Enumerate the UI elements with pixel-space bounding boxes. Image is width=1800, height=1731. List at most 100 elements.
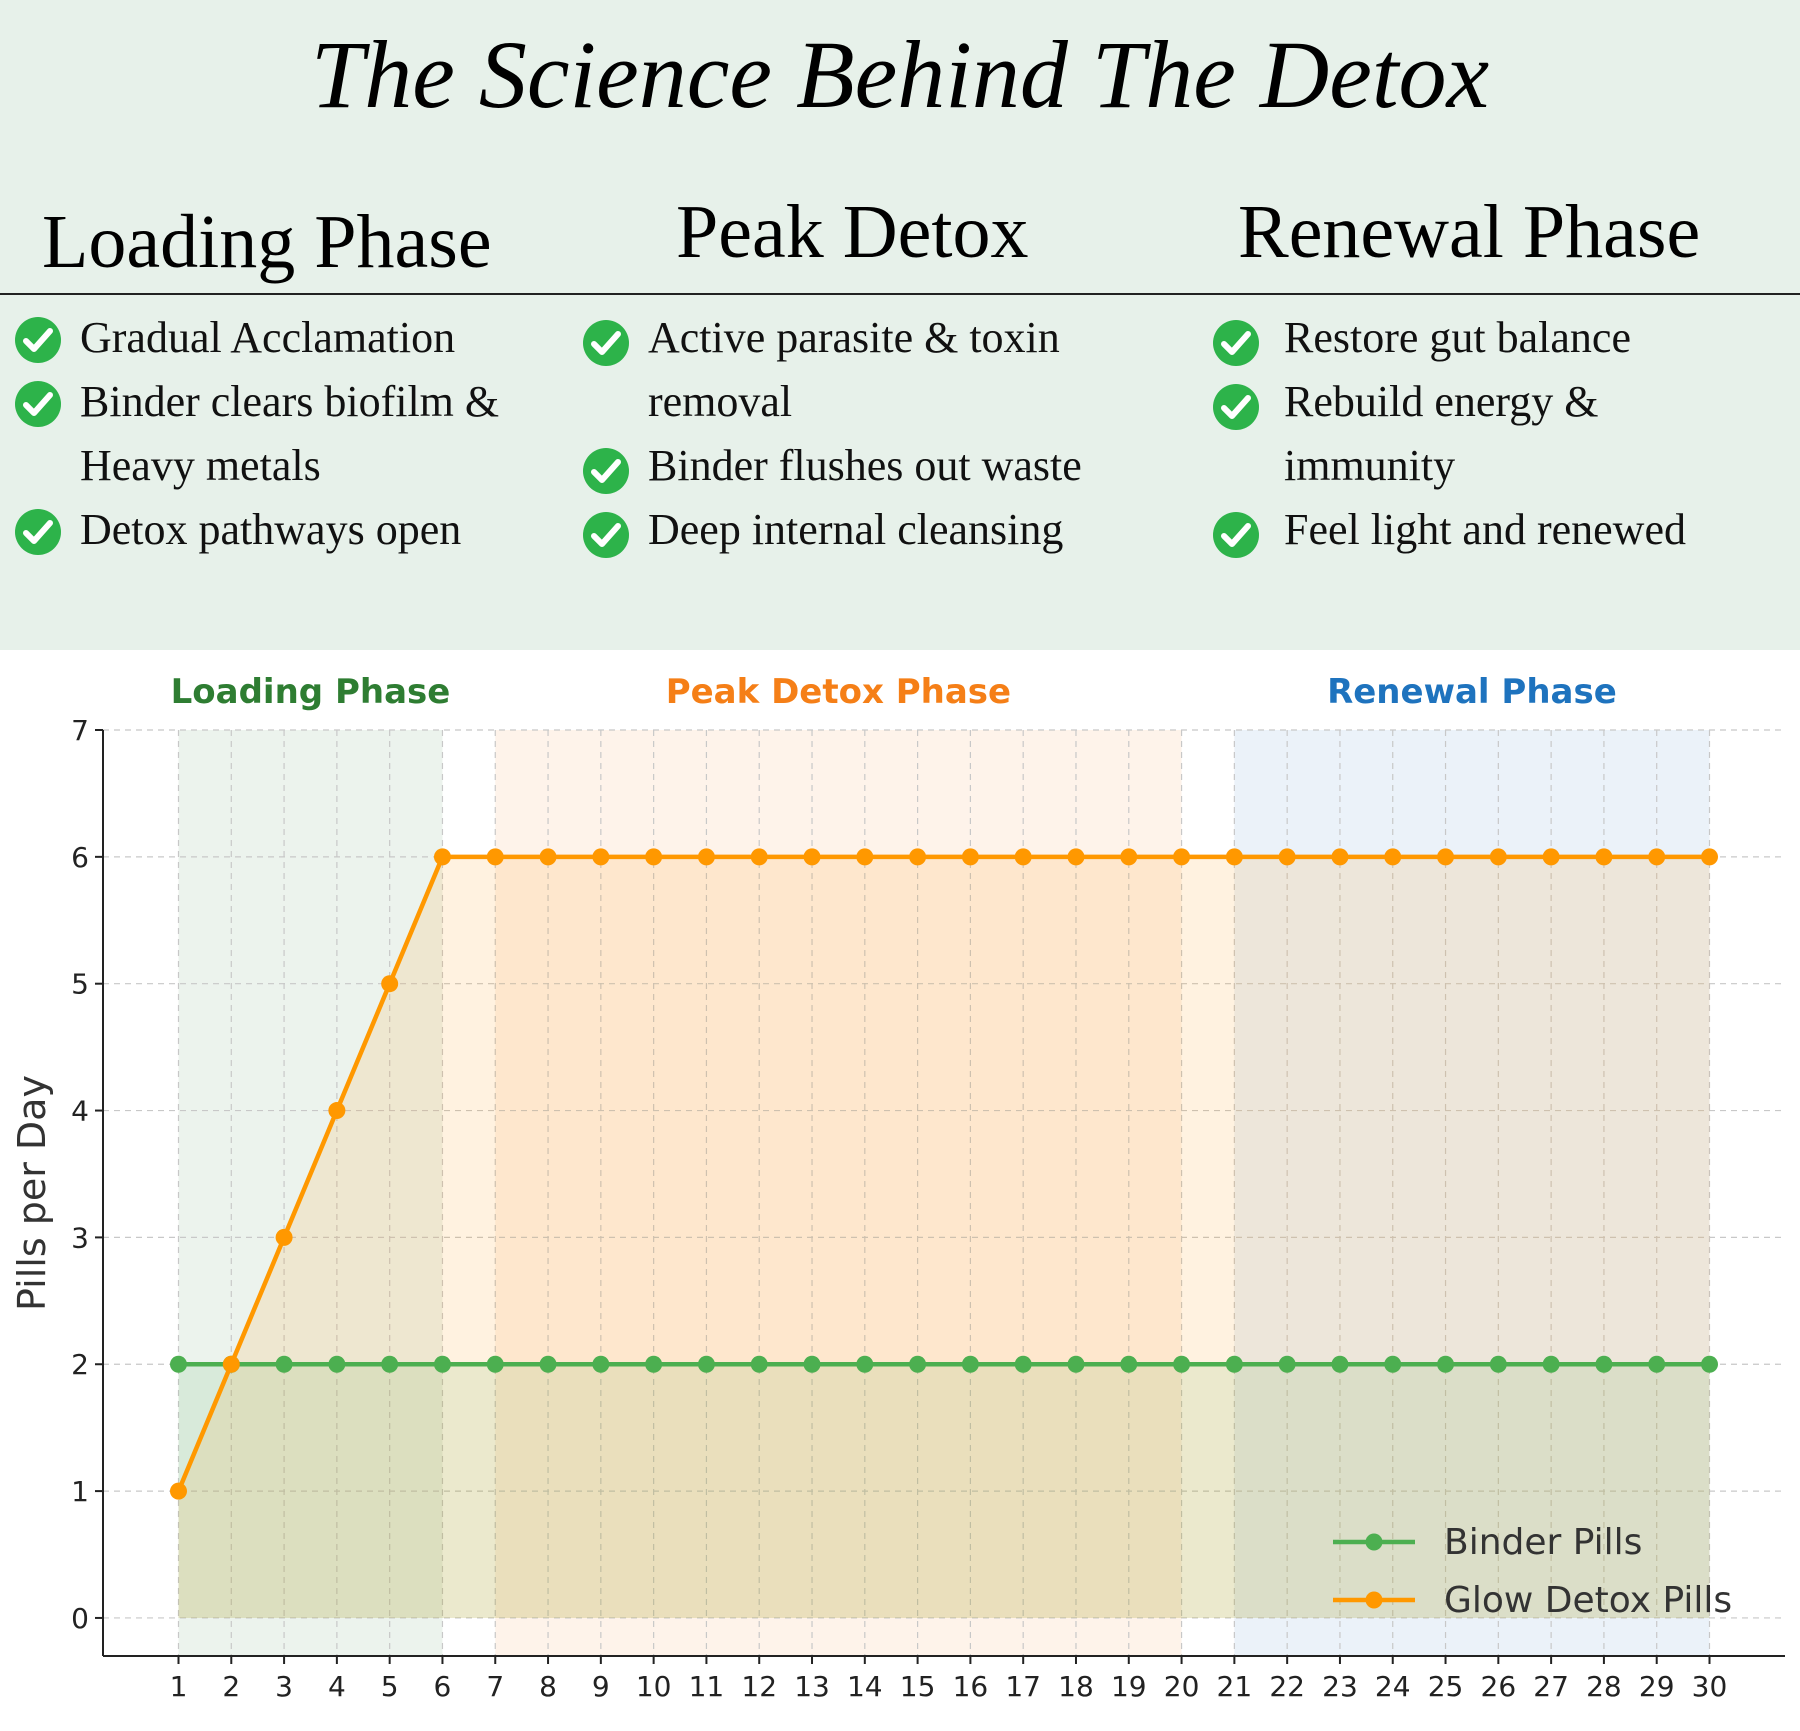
data-point	[697, 1355, 715, 1373]
data-point	[222, 1355, 240, 1373]
x-tick-label: 12	[741, 1670, 777, 1703]
data-point	[909, 1355, 927, 1373]
data-point	[1384, 1355, 1402, 1373]
y-tick-label: 3	[71, 1221, 89, 1254]
x-tick-label: 22	[1269, 1670, 1305, 1703]
x-tick-label: 13	[794, 1670, 830, 1703]
data-point	[328, 1355, 346, 1373]
legend-marker	[1365, 1533, 1383, 1551]
renewal-phase-heading: Renewal Phase	[1238, 190, 1701, 274]
checklist-text: Rebuild energy & immunity	[1284, 377, 1599, 490]
data-point	[381, 1355, 399, 1373]
x-tick-label: 7	[486, 1670, 504, 1703]
data-point	[803, 848, 821, 866]
data-point	[1701, 848, 1719, 866]
x-tick-label: 21	[1217, 1670, 1253, 1703]
checklist-text: Binder flushes out waste	[648, 441, 1082, 490]
data-point	[381, 975, 399, 993]
x-tick-label: 24	[1375, 1670, 1411, 1703]
checklist-item: Gradual Acclamation	[14, 306, 574, 370]
page-title: The Science Behind The Detox	[310, 21, 1490, 128]
series-area	[178, 1364, 1710, 1618]
x-tick-label: 2	[222, 1670, 240, 1703]
data-point	[1173, 848, 1191, 866]
checklist-text: Deep internal cleansing	[648, 505, 1064, 554]
x-tick-label: 16	[953, 1670, 989, 1703]
loading-phase-heading: Loading Phase	[42, 200, 492, 284]
data-point	[1278, 1355, 1296, 1373]
y-tick-label: 0	[71, 1602, 89, 1635]
check-circle-icon	[14, 380, 62, 428]
data-point	[433, 848, 451, 866]
checklist-text: Detox pathways open	[80, 505, 462, 554]
data-point	[328, 1102, 346, 1120]
data-point	[1173, 1355, 1191, 1373]
data-point	[1384, 848, 1402, 866]
header-divider	[0, 293, 1800, 295]
x-tick-label: 4	[328, 1670, 346, 1703]
data-point	[645, 848, 663, 866]
x-tick-label: 1	[170, 1670, 188, 1703]
check-circle-icon	[582, 319, 630, 367]
checklist-item: Binder flushes out waste	[582, 434, 1142, 498]
peak-detox-heading: Peak Detox	[676, 190, 1029, 274]
data-point	[750, 848, 768, 866]
data-point	[1542, 848, 1560, 866]
data-point	[169, 1482, 187, 1500]
phase-band	[178, 730, 443, 1656]
phase-band-label: Peak Detox Phase	[666, 672, 1011, 712]
data-point	[856, 848, 874, 866]
data-point	[1225, 1355, 1243, 1373]
y-tick-label: 4	[71, 1095, 89, 1128]
check-circle-icon	[1212, 319, 1260, 367]
x-tick-label: 28	[1586, 1670, 1622, 1703]
data-point	[486, 848, 504, 866]
data-point	[750, 1355, 768, 1373]
x-tick-label: 11	[689, 1670, 725, 1703]
check-circle-icon	[14, 508, 62, 556]
data-point	[539, 848, 557, 866]
check-circle-icon	[1212, 511, 1260, 559]
data-point	[1014, 848, 1032, 866]
checklist-text: Restore gut balance	[1284, 313, 1631, 362]
x-tick-label: 27	[1533, 1670, 1569, 1703]
checklist-text: Active parasite & toxin removal	[648, 313, 1060, 426]
data-point	[592, 848, 610, 866]
data-point	[803, 1355, 821, 1373]
x-tick-label: 17	[1005, 1670, 1041, 1703]
checklist-text: Feel light and renewed	[1284, 505, 1686, 554]
data-point	[1437, 1355, 1455, 1373]
data-point	[169, 1355, 187, 1373]
x-tick-label: 20	[1164, 1670, 1200, 1703]
legend-label: Binder Pills	[1444, 1522, 1642, 1563]
x-tick-label: 15	[900, 1670, 936, 1703]
x-tick-label: 14	[847, 1670, 883, 1703]
data-point	[433, 1355, 451, 1373]
data-point	[1225, 848, 1243, 866]
info-panel	[0, 0, 1800, 650]
data-point	[1067, 848, 1085, 866]
data-point	[961, 848, 979, 866]
phase-band-label: Renewal Phase	[1327, 672, 1617, 712]
y-tick-label: 2	[71, 1348, 89, 1381]
x-tick-label: 3	[275, 1670, 293, 1703]
data-point	[275, 1355, 293, 1373]
y-tick-label: 5	[71, 968, 89, 1001]
checklist-item: Feel light and renewed	[1212, 498, 1772, 562]
legend-label: Glow Detox Pills	[1444, 1580, 1732, 1621]
data-point	[1014, 1355, 1032, 1373]
data-point	[961, 1355, 979, 1373]
x-tick-label: 23	[1322, 1670, 1358, 1703]
checklist-item: Detox pathways open	[14, 498, 574, 562]
check-circle-icon	[582, 511, 630, 559]
check-circle-icon	[1212, 383, 1260, 431]
checklist-item: Rebuild energy & immunity	[1212, 370, 1772, 498]
data-point	[275, 1228, 293, 1246]
data-point	[592, 1355, 610, 1373]
y-tick-label: 7	[71, 714, 89, 747]
checklist-item: Restore gut balance	[1212, 306, 1772, 370]
data-point	[697, 848, 715, 866]
data-point	[1331, 848, 1349, 866]
legend-marker	[1365, 1591, 1383, 1609]
